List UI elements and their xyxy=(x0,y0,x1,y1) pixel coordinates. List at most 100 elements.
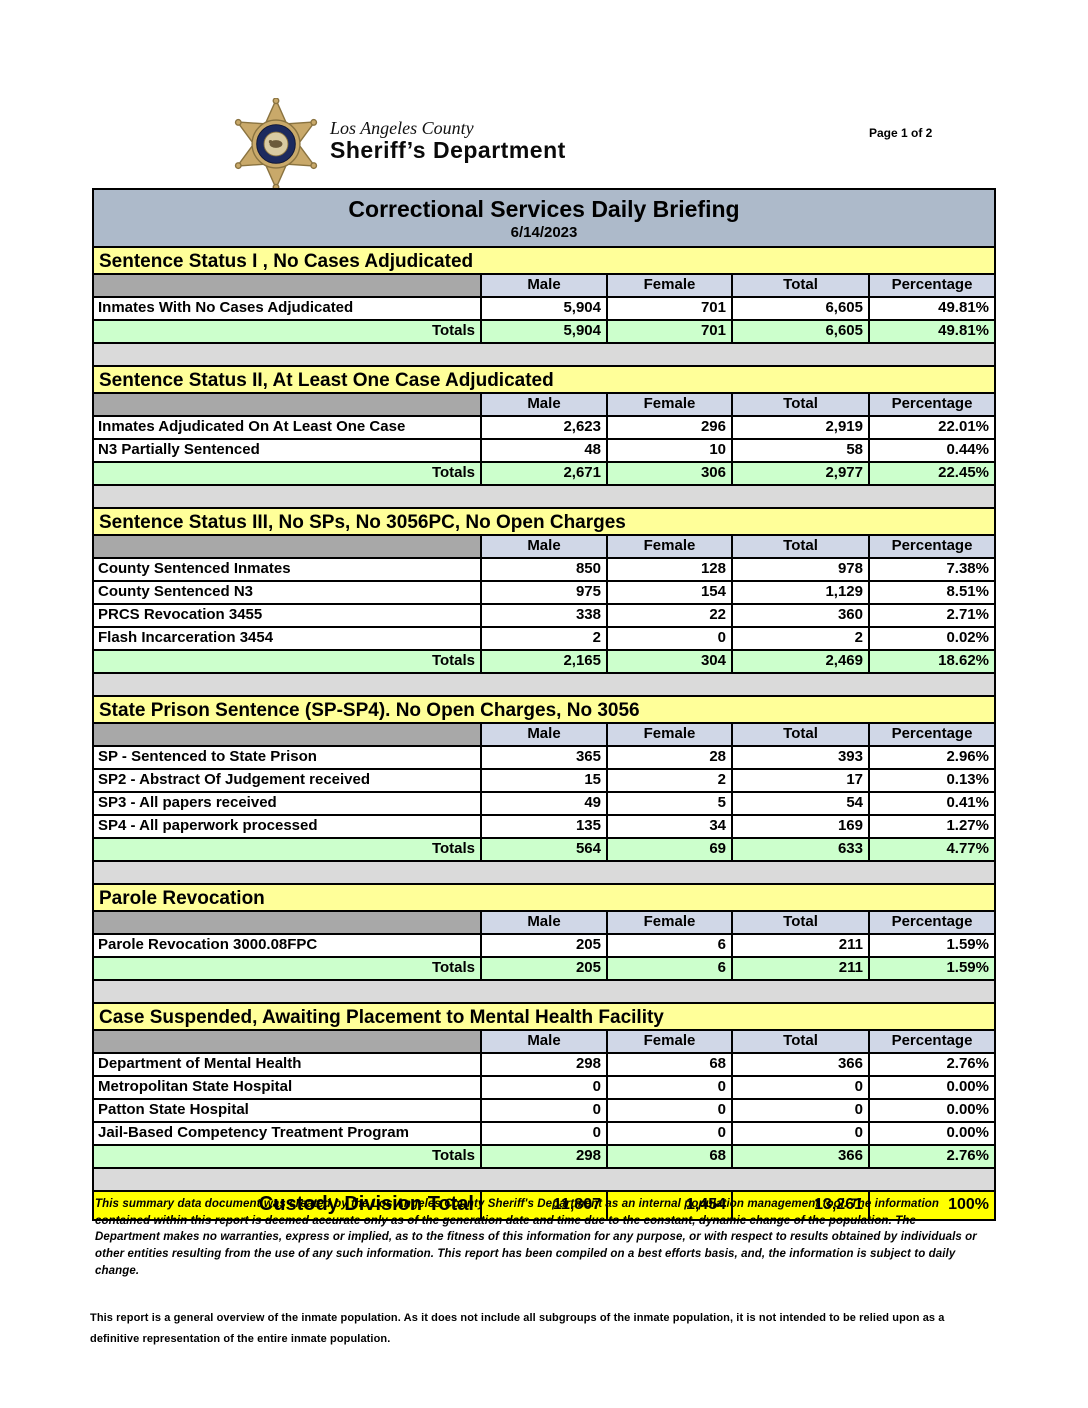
row-label: Inmates With No Cases Adjudicated xyxy=(94,298,482,319)
totals-row: Totals 298 68 366 2.76% xyxy=(94,1146,994,1169)
column-header-total: Total xyxy=(733,536,870,557)
row-value-male: 48 xyxy=(482,440,608,461)
row-label: County Sentenced N3 xyxy=(94,582,482,603)
sheriff-badge-icon xyxy=(234,98,318,190)
column-header-female: Female xyxy=(608,275,733,296)
totals-value-percentage: 1.59% xyxy=(870,958,994,979)
row-value-total: 0 xyxy=(733,1123,870,1144)
column-header-total: Total xyxy=(733,724,870,745)
table-row: Jail-Based Competency Treatment Program 0… xyxy=(94,1123,994,1146)
totals-value-male: 205 xyxy=(482,958,608,979)
column-header-female: Female xyxy=(608,394,733,415)
overview-note-text: This report is a general overview of the… xyxy=(90,1312,945,1345)
row-value-percentage: 1.27% xyxy=(870,816,994,837)
row-value-percentage: 49.81% xyxy=(870,298,994,319)
custody-total-total: 13,261 xyxy=(733,1192,870,1219)
totals-value-total: 366 xyxy=(733,1146,870,1167)
totals-value-male: 5,904 xyxy=(482,321,608,342)
row-label: Flash Incarceration 3454 xyxy=(94,628,482,649)
row-value-total: 978 xyxy=(733,559,870,580)
row-value-percentage: 0.02% xyxy=(870,628,994,649)
row-value-male: 5,904 xyxy=(482,298,608,319)
column-header-row: Male Female Total Percentage xyxy=(94,275,994,298)
report-section: State Prison Sentence (SP-SP4). No Open … xyxy=(94,697,994,862)
totals-value-percentage: 2.76% xyxy=(870,1146,994,1167)
agency-logo: Los Angeles County Sheriff’s Department xyxy=(230,98,566,190)
table-row: Parole Revocation 3000.08FPC 205 6 211 1.59% xyxy=(94,935,994,958)
row-label: Department of Mental Health xyxy=(94,1054,482,1075)
row-value-percentage: 1.59% xyxy=(870,935,994,956)
row-value-percentage: 0.00% xyxy=(870,1077,994,1098)
totals-label: Totals xyxy=(94,1146,482,1167)
row-value-female: 0 xyxy=(608,1100,733,1121)
totals-value-percentage: 18.62% xyxy=(870,651,994,672)
row-value-percentage: 0.44% xyxy=(870,440,994,461)
row-value-percentage: 0.00% xyxy=(870,1123,994,1144)
column-header-female: Female xyxy=(608,536,733,557)
row-value-total: 0 xyxy=(733,1077,870,1098)
column-header-percentage: Percentage xyxy=(870,912,994,933)
row-value-total: 17 xyxy=(733,770,870,791)
column-header-total: Total xyxy=(733,275,870,296)
report-section: Sentence Status I , No Cases Adjudicated… xyxy=(94,248,994,344)
row-value-male: 365 xyxy=(482,747,608,768)
page-header: Los Angeles County Sheriff’s Department … xyxy=(0,0,1088,190)
row-value-male: 15 xyxy=(482,770,608,791)
column-header-male: Male xyxy=(482,536,608,557)
totals-value-total: 2,977 xyxy=(733,463,870,484)
corner-cell xyxy=(94,536,482,557)
row-label: SP - Sentenced to State Prison xyxy=(94,747,482,768)
report-section: Sentence Status III, No SPs, No 3056PC, … xyxy=(94,509,994,674)
row-value-percentage: 2.71% xyxy=(870,605,994,626)
totals-value-male: 564 xyxy=(482,839,608,860)
column-header-total: Total xyxy=(733,1031,870,1052)
row-value-female: 5 xyxy=(608,793,733,814)
row-value-female: 2 xyxy=(608,770,733,791)
totals-label: Totals xyxy=(94,651,482,672)
row-value-percentage: 0.41% xyxy=(870,793,994,814)
report-section: Parole Revocation Male Female Total Percenta… xyxy=(94,885,994,981)
totals-row: Totals 205 6 211 1.59% xyxy=(94,958,994,981)
row-value-percentage: 7.38% xyxy=(870,559,994,580)
section-divider xyxy=(94,486,994,509)
table-row: SP3 - All papers received 49 5 54 0.41% xyxy=(94,793,994,816)
custody-total-percentage: 100% xyxy=(870,1192,994,1219)
row-label: Metropolitan State Hospital xyxy=(94,1077,482,1098)
row-value-male: 0 xyxy=(482,1100,608,1121)
row-label: SP2 - Abstract Of Judgement received xyxy=(94,770,482,791)
row-value-percentage: 8.51% xyxy=(870,582,994,603)
daily-briefing-report: Correctional Services Daily Briefing 6/1… xyxy=(92,188,996,1221)
totals-value-percentage: 4.77% xyxy=(870,839,994,860)
totals-row: Totals 564 69 633 4.77% xyxy=(94,839,994,862)
row-value-female: 154 xyxy=(608,582,733,603)
row-value-total: 2,919 xyxy=(733,417,870,438)
logo-county-text: Los Angeles County xyxy=(330,118,474,138)
row-value-percentage: 2.96% xyxy=(870,747,994,768)
table-row: PRCS Revocation 3455 338 22 360 2.71% xyxy=(94,605,994,628)
table-row: SP4 - All paperwork processed 135 34 169 1.2… xyxy=(94,816,994,839)
column-header-male: Male xyxy=(482,1031,608,1052)
column-header-row: Male Female Total Percentage xyxy=(94,536,994,559)
table-row: Inmates Adjudicated On At Least One Case… xyxy=(94,417,994,440)
row-value-female: 128 xyxy=(608,559,733,580)
column-header-row: Male Female Total Percentage xyxy=(94,912,994,935)
section-title: Case Suspended, Awaiting Placement to Me… xyxy=(94,1004,994,1031)
section-divider xyxy=(94,981,994,1004)
totals-value-male: 298 xyxy=(482,1146,608,1167)
row-value-female: 0 xyxy=(608,628,733,649)
totals-label: Totals xyxy=(94,321,482,342)
row-value-percentage: 0.00% xyxy=(870,1100,994,1121)
logo-department-text: Sheriff’s Department xyxy=(330,137,566,163)
table-row: Metropolitan State Hospital 0 0 0 0.00% xyxy=(94,1077,994,1100)
totals-value-female: 304 xyxy=(608,651,733,672)
custody-total-label: Custody Division Total xyxy=(94,1192,482,1219)
column-header-percentage: Percentage xyxy=(870,394,994,415)
row-value-total: 58 xyxy=(733,440,870,461)
totals-value-total: 2,469 xyxy=(733,651,870,672)
table-row: N3 Partially Sentenced 48 10 58 0.44% xyxy=(94,440,994,463)
row-label: PRCS Revocation 3455 xyxy=(94,605,482,626)
column-header-total: Total xyxy=(733,912,870,933)
column-header-percentage: Percentage xyxy=(870,1031,994,1052)
column-header-row: Male Female Total Percentage xyxy=(94,724,994,747)
row-label: Parole Revocation 3000.08FPC xyxy=(94,935,482,956)
